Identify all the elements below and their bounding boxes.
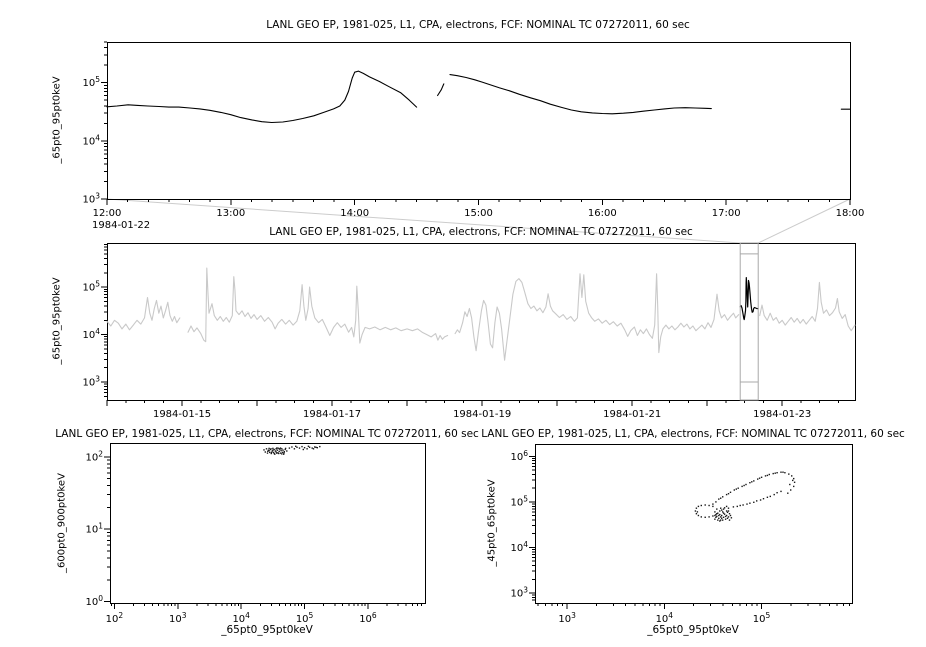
zoom-connector-lines [106,198,851,244]
scatter-45-65-vs-65-95-points [694,471,796,522]
overview-timeseries-panel[interactable]: 1984-01-15 1984-01-17 1984-01-19 1984-01-21… [82,243,856,421]
electron-flux-65-95keV [106,70,851,124]
x-tick-label: 1984-01-23 [753,409,811,420]
log-tick-label: 102 [106,611,124,625]
log-tick-label: 104 [510,540,528,554]
plot4-y-axis-label: _45pt0_65pt0keV [486,479,498,567]
x-tick-label: 1984-01-17 [303,409,361,420]
plot3-title: LANL GEO EP, 1981-025, L1, CPA, electron… [55,428,479,440]
plot1-date-context-label: 1984-01-22 [92,220,151,231]
x-tick-label: 1984-01-15 [153,409,211,420]
x-tick-label: 14:00 [340,208,369,219]
plot4-title: LANL GEO EP, 1981-025, L1, CPA, electron… [481,428,905,440]
log-tick-label: 100 [85,594,103,608]
log-tick-label: 105 [753,611,771,625]
scatter-45-65-vs-65-95[interactable]: 103 104 105 103 104 105 106 [510,444,853,626]
log-tick-label: 104 [82,133,100,147]
axis-ticks [104,456,423,609]
plot2-y-axis-label: _65pt0_95pt0keV [51,277,63,365]
log-tick-label: 101 [85,522,103,536]
log-tick-label: 106 [359,611,377,625]
scatter-600-900-vs-65-95-points [263,445,321,455]
x-tick-label: 17:00 [712,208,741,219]
log-tick-label: 103 [82,374,100,388]
plot2-title: LANL GEO EP, 1981-025, L1, CPA, electron… [269,226,693,238]
log-tick-label: 103 [169,611,187,625]
x-tick-label: 16:00 [588,208,617,219]
log-tick-label: 106 [510,449,528,463]
log-tick-label: 105 [82,280,100,294]
axis-ticks [529,455,850,609]
log-tick-label: 105 [82,75,100,89]
log-tick-label: 103 [558,611,576,625]
log-tick-label: 105 [296,611,314,625]
plot3-y-axis-label: _600pt0_900pt0keV [56,473,68,573]
plot3-x-axis-label: _65pt0_95pt0keV [221,624,313,636]
plot-frame [535,444,853,604]
x-tick-label: 12:00 [93,208,122,219]
x-tick-label: 13:00 [216,208,245,219]
electron-flux-overview [106,267,856,361]
log-tick-label: 105 [510,494,528,508]
log-tick-label: 103 [82,192,100,206]
plot1-y-axis-label: _65pt0_95pt0keV [51,76,63,164]
plot1-title: LANL GEO EP, 1981-025, L1, CPA, electron… [266,19,690,31]
plot-frame [107,42,851,200]
x-tick-label: 18:00 [836,208,865,219]
highlighted-zoom-interval [739,277,759,321]
log-tick-label: 104 [656,611,674,625]
plot-frame [107,243,856,401]
axis-ticks [101,243,839,406]
axis-ticks [101,41,851,205]
zoom-timeseries-panel[interactable]: 12:00 13:00 14:00 15:00 16:00 17:00 18:00 103 10… [82,41,865,219]
log-tick-label: 102 [85,449,103,463]
plot4-x-axis-label: _65pt0_95pt0keV [647,624,739,636]
log-tick-label: 103 [510,585,528,599]
log-tick-label: 104 [82,327,100,341]
scatter-600-900-vs-65-95[interactable]: 102 103 104 105 106 100 101 102 [85,443,426,626]
log-tick-label: 104 [232,611,250,625]
x-tick-label: 1984-01-21 [603,409,661,420]
zoom-selection-box[interactable] [739,242,759,401]
plot-frame [110,443,426,604]
x-tick-label: 1984-01-19 [453,409,511,420]
x-tick-label: 15:00 [464,208,493,219]
